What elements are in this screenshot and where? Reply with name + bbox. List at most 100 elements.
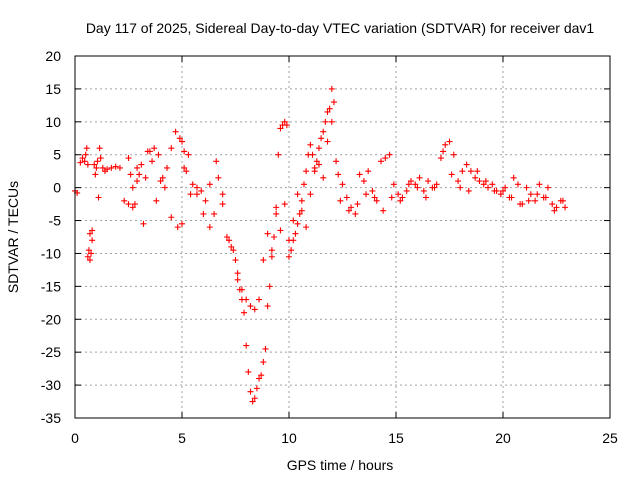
- data-point: [193, 191, 200, 198]
- data-point: [491, 187, 498, 194]
- data-point: [497, 191, 504, 198]
- data-points: [72, 85, 569, 405]
- data-point: [176, 135, 183, 142]
- y-tick-label: -15: [41, 278, 61, 294]
- data-point: [328, 85, 335, 92]
- data-point: [476, 178, 483, 185]
- data-point: [232, 257, 239, 264]
- data-point: [81, 158, 88, 165]
- data-point: [273, 204, 280, 211]
- data-point: [94, 158, 101, 165]
- data-point: [330, 99, 337, 106]
- data-point: [271, 234, 278, 240]
- data-point: [290, 217, 297, 224]
- data-point: [527, 191, 534, 198]
- data-point: [215, 174, 222, 181]
- tick-labels: 0 5 10 15 20 25 -35 -30 -25 -20 -15 -10 -5 0 5 10 15 20: [41, 48, 618, 446]
- data-point: [300, 181, 307, 188]
- data-point: [99, 164, 106, 171]
- data-point: [251, 306, 258, 313]
- data-point: [266, 283, 273, 290]
- data-point: [127, 171, 134, 178]
- data-point: [136, 171, 143, 178]
- data-point: [416, 174, 423, 181]
- data-point: [92, 171, 99, 178]
- data-point: [309, 151, 316, 158]
- data-point: [397, 197, 404, 204]
- data-point: [378, 158, 385, 165]
- data-point: [84, 253, 91, 260]
- data-point: [185, 151, 192, 158]
- y-axis-label: SDTVAR / TECUs: [5, 181, 21, 293]
- data-point: [247, 388, 254, 395]
- data-point: [326, 105, 333, 112]
- data-point: [249, 398, 256, 405]
- data-point: [328, 118, 335, 125]
- data-point: [365, 168, 372, 175]
- data-point: [206, 181, 213, 188]
- data-point: [226, 237, 233, 244]
- data-point: [508, 194, 515, 201]
- y-tick-label: 15: [45, 81, 61, 97]
- data-point: [440, 148, 447, 155]
- y-tick-label: 5: [53, 147, 61, 163]
- data-point: [138, 161, 145, 168]
- data-point: [313, 158, 320, 165]
- data-point: [82, 151, 89, 158]
- data-point: [253, 385, 260, 392]
- data-point: [294, 191, 301, 198]
- data-point: [159, 174, 166, 181]
- data-point: [230, 247, 237, 254]
- data-point: [549, 201, 556, 208]
- data-point: [200, 210, 207, 217]
- data-point: [369, 187, 376, 194]
- data-point: [514, 181, 521, 188]
- data-point: [298, 207, 305, 214]
- data-point: [179, 138, 185, 145]
- data-point: [315, 161, 322, 168]
- data-point: [320, 174, 327, 181]
- chart-title: Day 117 of 2025, Sidereal Day-to-day VTE…: [86, 20, 595, 36]
- data-point: [277, 125, 284, 132]
- data-point: [290, 237, 297, 244]
- data-point: [559, 197, 566, 204]
- data-point: [354, 201, 361, 208]
- data-point: [262, 345, 269, 352]
- data-point: [345, 207, 352, 214]
- data-point: [288, 247, 295, 254]
- data-point: [219, 201, 226, 208]
- data-point: [121, 197, 128, 204]
- data-point: [129, 204, 136, 211]
- data-point: [303, 168, 310, 175]
- data-point: [243, 342, 250, 349]
- data-point: [181, 164, 188, 171]
- data-point: [131, 201, 138, 208]
- data-point: [151, 145, 158, 152]
- data-point: [264, 230, 271, 237]
- data-point: [125, 201, 132, 208]
- y-tick-label: -25: [41, 344, 61, 360]
- data-point: [112, 163, 119, 170]
- data-point: [96, 145, 103, 152]
- data-point: [206, 224, 213, 231]
- data-point: [324, 138, 331, 145]
- y-tick-label: 10: [45, 114, 61, 130]
- data-point: [463, 161, 470, 168]
- data-point: [189, 181, 196, 188]
- data-point: [431, 184, 438, 191]
- x-tick-label: 10: [281, 430, 297, 446]
- data-point: [390, 181, 397, 188]
- data-point: [294, 220, 301, 227]
- x-tick-label: 5: [178, 430, 186, 446]
- data-point: [388, 194, 395, 201]
- data-point: [303, 224, 310, 231]
- data-point: [83, 145, 90, 152]
- data-point: [472, 174, 479, 181]
- data-point: [335, 171, 342, 178]
- data-point: [86, 257, 93, 264]
- data-point: [168, 145, 175, 152]
- data-point: [129, 184, 136, 191]
- x-tick-label: 20: [495, 430, 511, 446]
- y-tick-label: -35: [41, 410, 61, 426]
- plot-frame: [74, 55, 611, 419]
